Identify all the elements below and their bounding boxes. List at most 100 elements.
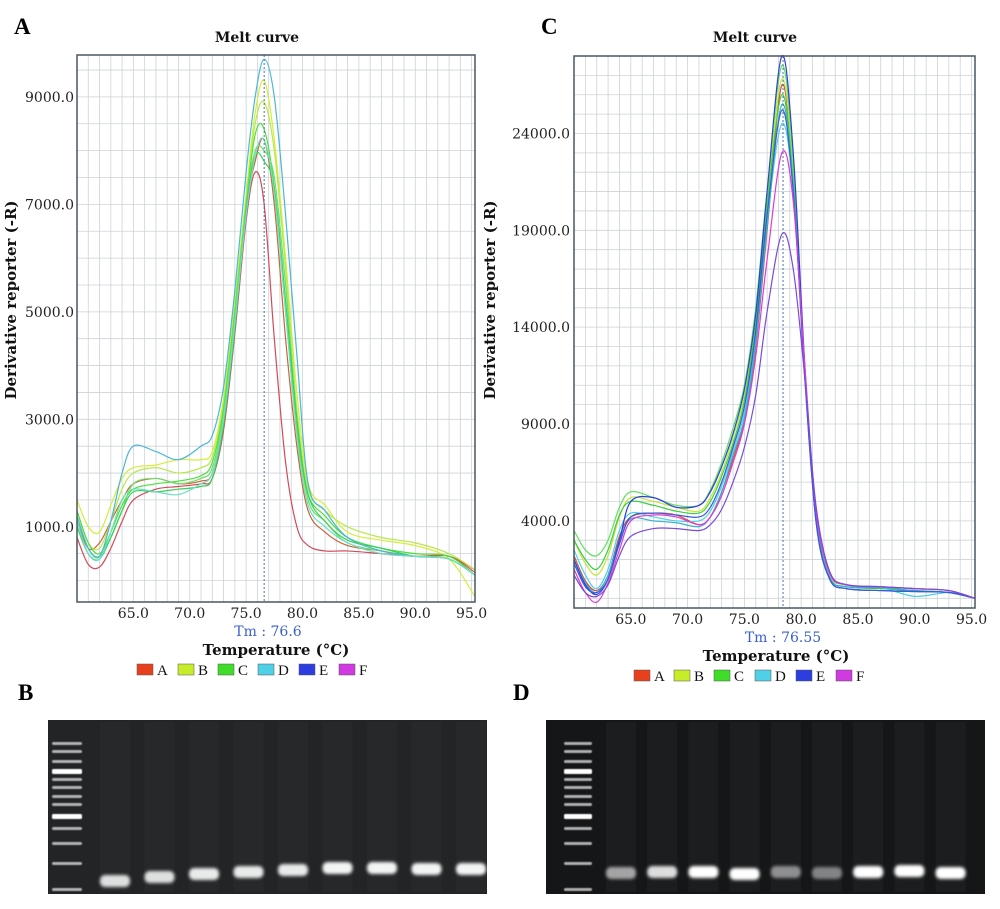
plot-frame <box>76 54 476 603</box>
melt-curve-chart-c: Melt curve Derivative reporter (-R) Temp… <box>481 30 987 685</box>
x-axis-label: Temperature (°C) <box>703 647 850 665</box>
legend-swatch-d <box>754 669 772 682</box>
gel-lane-smear <box>770 722 801 892</box>
pcr-product-band <box>647 866 678 878</box>
y-tick-label: 19000.0 <box>512 223 570 239</box>
grid <box>76 55 475 602</box>
series-line-a <box>76 171 476 573</box>
gel-lane-smear <box>233 722 264 892</box>
legend-label-e: E <box>319 663 328 679</box>
ladder-band <box>52 760 82 763</box>
gel-lane-smear <box>853 722 884 892</box>
legend: A B C D E F <box>633 669 864 685</box>
legend-label-d: D <box>775 669 786 685</box>
pcr-product-band <box>189 868 219 880</box>
ladder-band <box>564 795 592 798</box>
pcr-product-band <box>935 867 966 879</box>
x-tick-label: 65.0 <box>118 606 149 622</box>
ladder-band <box>52 786 82 789</box>
y-tick-label: 24000.0 <box>512 126 570 142</box>
x-tick-label: 90.0 <box>899 612 930 628</box>
gel-lane-smear <box>647 722 678 892</box>
gel-lane-smear <box>812 722 842 892</box>
series-line-f <box>573 232 976 599</box>
x-tick-label: 70.0 <box>174 606 205 622</box>
ladder-band <box>52 862 82 865</box>
y-axis-label: Derivative reporter (-R) <box>2 200 20 399</box>
ladder-band <box>564 814 592 819</box>
y-tick-label: 5000.0 <box>25 305 74 321</box>
y-tick-label: 9000.0 <box>521 417 570 433</box>
gel-lane-smear <box>935 722 966 892</box>
gel-lane-smear <box>894 722 925 892</box>
legend-label-f: F <box>359 663 367 679</box>
ladder-band <box>564 888 592 891</box>
y-tick-label: 9000.0 <box>25 90 74 106</box>
series-line-d <box>76 58 476 576</box>
gel-lane-smear <box>100 722 130 892</box>
legend-label-b: B <box>694 669 704 685</box>
x-tick-label: 80.0 <box>287 606 318 622</box>
dna-ladder <box>52 742 82 891</box>
pcr-product-band <box>853 866 884 878</box>
panel-label-a: A <box>14 14 31 39</box>
ladder-band <box>52 803 82 806</box>
ladder-band <box>564 750 592 753</box>
y-axis-label: Derivative reporter (-R) <box>481 200 499 399</box>
legend-label-b: B <box>198 663 208 679</box>
legend-swatch-d <box>257 663 275 676</box>
x-tick-label: 75.0 <box>231 606 262 622</box>
gel-lane-smear <box>189 722 219 892</box>
ladder-band <box>52 795 82 798</box>
pcr-product-band <box>278 864 308 876</box>
legend-label-c: C <box>734 669 744 685</box>
legend-swatch-c <box>713 669 731 682</box>
pcr-product-band <box>688 866 719 878</box>
gel-lane-smear <box>606 722 636 892</box>
legend-swatch-f <box>338 663 356 676</box>
chart-title: Melt curve <box>713 30 797 46</box>
legend-label-a: A <box>157 663 168 679</box>
ladder-band <box>564 742 592 745</box>
gel-image-d <box>546 720 985 894</box>
chart-title: Melt curve <box>215 30 299 46</box>
y-tick-label: 7000.0 <box>25 197 74 213</box>
pcr-product-band <box>233 866 264 878</box>
pcr-product-band <box>606 867 636 879</box>
y-tick-label: 4000.0 <box>521 514 570 530</box>
legend-swatch-a <box>136 663 154 676</box>
legend-swatch-f <box>835 669 853 682</box>
ladder-band <box>564 786 592 789</box>
ladder-band <box>564 803 592 806</box>
x-tick-label: 95.0 <box>456 606 487 622</box>
x-tick-label: 75.0 <box>729 612 760 628</box>
ladder-band <box>564 842 592 845</box>
tm-label: Tm : 76.55 <box>745 630 821 646</box>
legend-swatch-a <box>633 669 651 682</box>
x-tick-label: 65.0 <box>615 612 646 628</box>
series-line-c <box>76 152 476 576</box>
legend-label-f: F <box>856 669 864 685</box>
legend-swatch-c <box>217 663 235 676</box>
pcr-product-band <box>456 863 486 875</box>
pcr-product-band <box>100 875 130 887</box>
series-line-e <box>573 109 976 599</box>
y-tick-label: 3000.0 <box>25 412 74 428</box>
ladder-band <box>564 862 592 865</box>
ladder-band <box>52 888 82 891</box>
panel-label-d: D <box>513 680 530 705</box>
x-tick-label: 95.0 <box>956 612 987 628</box>
panel-label-b: B <box>18 680 33 705</box>
gel-lane-smear <box>688 722 719 892</box>
ladder-band <box>52 842 82 845</box>
y-tick-label: 1000.0 <box>25 520 74 536</box>
x-axis-label: Temperature (°C) <box>203 641 350 659</box>
pcr-product-band <box>411 863 442 875</box>
legend-swatch-e <box>795 669 813 682</box>
pcr-product-band <box>367 862 397 874</box>
series-line-b <box>76 79 476 597</box>
plot-frame <box>573 55 976 609</box>
x-tick-label: 85.0 <box>842 612 873 628</box>
legend-label-c: C <box>238 663 248 679</box>
ladder-band <box>52 778 82 781</box>
